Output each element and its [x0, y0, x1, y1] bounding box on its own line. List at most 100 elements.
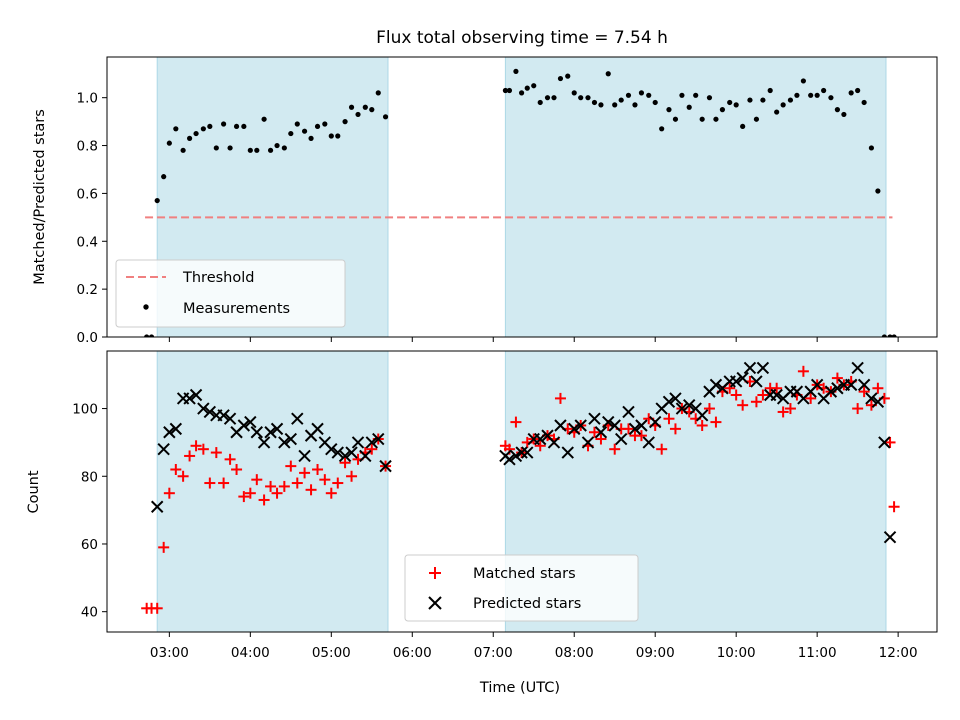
measurement-point: [679, 92, 685, 98]
predicted-star-point: [729, 375, 743, 388]
measurement-point: [780, 102, 786, 108]
matched-star-point: [163, 487, 175, 499]
measurement-point: [207, 123, 213, 130]
matched-star-point: [872, 382, 884, 394]
predicted-star-point: [379, 459, 392, 473]
measurement-point: [213, 145, 219, 151]
predicted-star-point: [614, 432, 628, 446]
time-x-tick-label: 03:00: [150, 645, 189, 661]
matched-star-point: [852, 403, 864, 415]
legend-threshold-label: Threshold: [182, 270, 254, 286]
measurement-point: [267, 147, 274, 153]
measurement-point: [814, 92, 820, 98]
measurement-point: [887, 334, 893, 337]
predicted-star-point: [831, 382, 844, 395]
measurement-point: [638, 90, 645, 96]
predicted-star-point: [372, 432, 385, 446]
matched-star-point: [204, 477, 216, 489]
matched-star-point: [210, 447, 222, 459]
predicted-star-point: [635, 419, 648, 432]
predicted-star-point: [669, 392, 682, 405]
predicted-star-point: [588, 412, 601, 425]
matched-star-point: [588, 426, 600, 438]
matched-star-point: [622, 423, 634, 435]
measurement-point: [281, 145, 287, 151]
measurement-point: [241, 123, 247, 130]
matched-star-point: [797, 365, 809, 377]
ratio-panel: 0.0 0.2 0.4 0.6 0.8 1.0 Matched/Predicted sta…: [32, 56, 938, 346]
predicted-star-point: [568, 422, 581, 436]
predicted-star-point: [351, 436, 365, 449]
measurement-point: [625, 92, 632, 98]
matched-star-point: [346, 470, 358, 482]
matched-star-point: [299, 467, 311, 479]
predicted-star-point: [257, 436, 271, 449]
measurement-point: [598, 102, 604, 108]
matched-star-point: [554, 392, 566, 404]
measurement-point: [841, 111, 847, 118]
predicted-star-point: [810, 378, 824, 392]
predicted-star-point: [509, 449, 523, 463]
predicted-star-point: [298, 449, 311, 463]
measurement-point: [513, 68, 519, 74]
count-panel: 40 60 80 100 03:00 04:00 05:00 06:00 07:00 08:00…: [26, 350, 938, 696]
matched-star-point: [332, 477, 344, 489]
measurement-point: [161, 174, 167, 180]
legend-matched-label: Matched stars: [473, 566, 576, 582]
measurement-point: [308, 135, 314, 141]
ratio-x-ticks: [168, 337, 899, 342]
measurement-point: [274, 142, 280, 149]
predicted-star-point: [622, 405, 635, 419]
measurement-point: [571, 90, 577, 96]
measurement-point: [733, 102, 739, 108]
time-x-tick-label: 12:00: [879, 645, 918, 661]
predicted-stars-series: [150, 361, 897, 544]
matched-star-point: [238, 491, 250, 503]
predicted-star-point: [642, 436, 655, 449]
matched-star-point: [750, 396, 762, 408]
predicted-star-point: [602, 415, 615, 429]
matched-star-point: [258, 494, 270, 506]
measurement-point: [221, 121, 227, 127]
ratio-y-axis-label: Matched/Predicted stars: [32, 109, 48, 285]
predicted-star-point: [581, 436, 595, 449]
matched-star-point: [158, 541, 170, 553]
ratio-legend-box: [115, 259, 346, 328]
measurement-point: [727, 99, 733, 106]
ratio-y-axis: 0.0 0.2 0.4 0.6 0.8 1.0: [77, 91, 107, 346]
predicted-star-point: [359, 449, 372, 463]
matched-star-point: [339, 457, 351, 469]
measurement-point: [605, 71, 611, 77]
predicted-star-point: [284, 432, 298, 446]
measurement-point: [288, 130, 294, 137]
predicted-star-point: [662, 395, 676, 408]
predicted-star-point: [278, 436, 291, 449]
measurement-point: [787, 97, 794, 103]
measurement-point: [794, 92, 800, 98]
predicted-star-point: [594, 426, 608, 439]
measurement-point: [706, 95, 713, 101]
predicted-star-point: [756, 361, 770, 375]
predicted-star-point: [743, 361, 757, 375]
count-y-tick-label: 80: [81, 469, 98, 485]
measurement-point: [666, 107, 672, 113]
ratio-y-tick-label: 1.0: [77, 91, 98, 107]
time-x-tick-label: 11:00: [798, 645, 837, 661]
measurement-point: [875, 188, 881, 194]
predicted-star-point: [338, 449, 352, 463]
matched-star-point: [278, 480, 290, 492]
measurement-point: [233, 123, 240, 130]
matched-star-point: [777, 406, 789, 418]
measurement-point: [355, 111, 361, 118]
time-x-tick-label: 06:00: [393, 645, 432, 661]
matched-star-point: [724, 382, 736, 394]
measurement-point: [800, 78, 806, 84]
ratio-y-tick-label: 0.4: [77, 234, 98, 250]
chart-title: Flux total observing time = 7.54 h: [376, 28, 668, 48]
measurement-point: [254, 147, 260, 153]
observing-window-top-2: [504, 57, 887, 337]
predicted-star-point: [709, 378, 723, 392]
measurement-point: [868, 145, 875, 151]
predicted-star-point: [695, 409, 709, 422]
predicted-star-point: [750, 375, 763, 388]
